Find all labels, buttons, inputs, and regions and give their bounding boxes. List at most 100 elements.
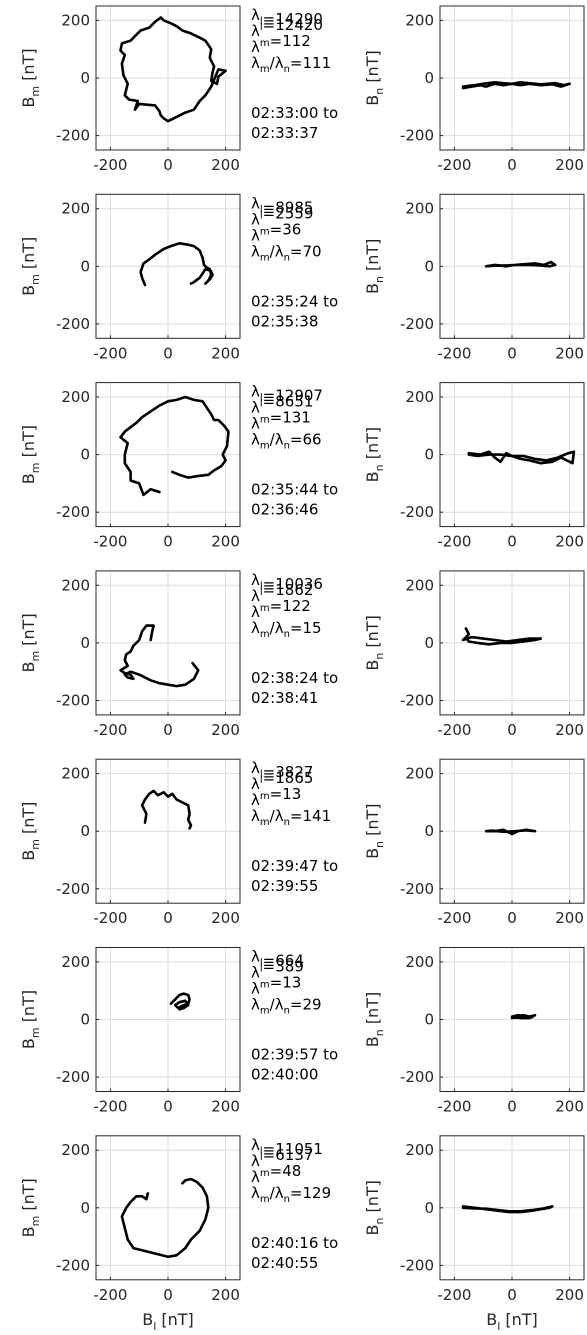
ln-plot-xtick-label: 200 bbox=[555, 721, 584, 739]
lm-plot-ytick-label: 200 bbox=[61, 388, 90, 406]
ln-plot-ytick-label: 0 bbox=[424, 1011, 434, 1029]
ln-plot-ytick-label: 0 bbox=[424, 1199, 434, 1217]
time-end-label: 02:36:46 bbox=[251, 501, 318, 519]
lambda-n-label: λm=13 bbox=[251, 785, 301, 809]
ln-plot-xtick-label: -200 bbox=[437, 344, 471, 362]
lambda-l-label: λl=10036 bbox=[251, 571, 323, 593]
lm-plot-trace bbox=[119, 395, 230, 497]
lm-plot-ylabel: Bm [nT] bbox=[19, 48, 42, 107]
lm-plot-ytick-label: 200 bbox=[61, 765, 90, 783]
lm-plot-trace bbox=[120, 1177, 210, 1259]
ln-plot-ytick-label: 0 bbox=[424, 822, 434, 840]
lm-plot-xtick-label: 200 bbox=[211, 1098, 240, 1116]
ln-plot-xtick-label: 200 bbox=[555, 533, 584, 551]
lm-plot-ytick-label: 0 bbox=[80, 1199, 90, 1217]
ln-plot-ytick-label: 200 bbox=[405, 200, 434, 218]
ln-plot-ytick-label: 0 bbox=[424, 69, 434, 87]
lm-plot-ytick-label: 200 bbox=[61, 200, 90, 218]
lm-plot-ylabel: Bm [nT] bbox=[19, 613, 42, 672]
time-start-label: 02:35:44 to bbox=[251, 481, 338, 499]
lm-plot-xtick-label: 200 bbox=[211, 721, 240, 739]
lm-plot-xtick-label: -200 bbox=[93, 1286, 127, 1304]
lm-plot-trace bbox=[119, 624, 200, 688]
lm-plot-trace bbox=[140, 789, 193, 830]
lambda-n-label: λm=112 bbox=[251, 32, 311, 56]
ln-plot-ytick-label: -200 bbox=[400, 1256, 434, 1274]
lm-plot-xtick-label: -200 bbox=[93, 721, 127, 739]
ln-plot-ytick-label: 200 bbox=[405, 576, 434, 594]
lambda-m-label: λl=2559 bbox=[251, 204, 313, 228]
lm-plot-xtick-label: 0 bbox=[163, 533, 173, 551]
lambda-l-label: λl=11051 bbox=[251, 1136, 323, 1158]
lambda-l-label: λl=3827 bbox=[251, 759, 313, 781]
lm-plot-ylabel: Bm [nT] bbox=[19, 990, 42, 1049]
lm-plot-ylabel: Bm [nT] bbox=[19, 425, 42, 484]
ln-plot-xtick-label: -200 bbox=[437, 533, 471, 551]
lambda-ratio-label: λm/λn=141 bbox=[251, 807, 331, 828]
ln-plot-trace bbox=[484, 260, 557, 268]
time-start-label: 02:35:24 to bbox=[251, 292, 338, 310]
lambda-m-label: λl=1862 bbox=[251, 581, 313, 605]
lm-plot-ytick-label: 0 bbox=[80, 1011, 90, 1029]
ln-plot-xtick-label: 200 bbox=[555, 156, 584, 174]
lm-plot-ylabel: Bm [nT] bbox=[19, 1178, 42, 1237]
lm-plot-xtick-label: 0 bbox=[163, 1098, 173, 1116]
ln-plot-xtick-label: -200 bbox=[437, 909, 471, 927]
lm-plot-xtick-label: -200 bbox=[93, 344, 127, 362]
lambda-m-label: λl=12420 bbox=[251, 16, 323, 40]
lm-plot-ytick-label: -200 bbox=[56, 692, 90, 710]
lm-plot-ytick-label: -200 bbox=[56, 127, 90, 145]
time-end-label: 02:38:41 bbox=[251, 689, 318, 707]
ln-plot-xtick-label: -200 bbox=[437, 721, 471, 739]
time-start-label: 02:33:00 to bbox=[251, 104, 338, 122]
ln-plot-ytick-label: 0 bbox=[424, 634, 434, 652]
ln-plot-xtick-label: 0 bbox=[507, 909, 517, 927]
ln-plot-ytick-label: 200 bbox=[405, 953, 434, 971]
lm-plot-xtick-label: -200 bbox=[93, 533, 127, 551]
time-start-label: 02:39:47 to bbox=[251, 857, 338, 875]
lm-plot-ytick-label: 0 bbox=[80, 257, 90, 275]
lm-plot-xtick-label: 0 bbox=[163, 1286, 173, 1304]
lm-plot-ytick-label: 0 bbox=[80, 446, 90, 464]
lm-plot-trace bbox=[169, 992, 191, 1011]
lm-plot-xtick-label: 200 bbox=[211, 344, 240, 362]
lambda-m-label: λl=1865 bbox=[251, 769, 313, 793]
lambda-m-label: λl=6137 bbox=[251, 1146, 313, 1170]
lm-plot-xtick-label: 200 bbox=[211, 1286, 240, 1304]
time-end-label: 02:35:38 bbox=[251, 312, 318, 330]
lm-plot-xlabel: Bl [nT] bbox=[142, 1310, 194, 1333]
ln-plot-ylabel: Bn [nT] bbox=[363, 992, 386, 1047]
lm-plot-ytick-label: 200 bbox=[61, 11, 90, 29]
ln-plot-ytick-label: 200 bbox=[405, 765, 434, 783]
ln-plot-xtick-label: 200 bbox=[555, 344, 584, 362]
lambda-n-label: λm=13 bbox=[251, 974, 301, 998]
ln-plot-ytick-label: -200 bbox=[400, 692, 434, 710]
ln-plot-trace bbox=[467, 450, 576, 465]
time-start-label: 02:40:16 to bbox=[251, 1234, 338, 1252]
lm-plot-xtick-label: 200 bbox=[211, 909, 240, 927]
lambda-l-label: λl=12907 bbox=[251, 383, 323, 405]
lm-plot-ytick-label: 200 bbox=[61, 953, 90, 971]
ln-plot-xtick-label: -200 bbox=[437, 1098, 471, 1116]
lm-plot-ylabel: Bm [nT] bbox=[19, 802, 42, 861]
ln-plot-trace bbox=[461, 81, 571, 90]
lm-plot-xtick-label: 0 bbox=[163, 156, 173, 174]
lm-plot-xtick-label: -200 bbox=[93, 156, 127, 174]
ln-plot-xtick-label: 0 bbox=[507, 1286, 517, 1304]
lm-plot-ytick-label: 0 bbox=[80, 69, 90, 87]
lm-plot-xtick-label: 0 bbox=[163, 721, 173, 739]
lm-plot-trace bbox=[139, 242, 214, 287]
lambda-m-label: λl=389 bbox=[251, 958, 304, 982]
time-start-label: 02:38:24 to bbox=[251, 669, 338, 687]
ln-plot-ylabel: Bn [nT] bbox=[363, 427, 386, 482]
lambda-m-label: λl=8651 bbox=[251, 393, 313, 417]
lm-plot-xtick-label: 200 bbox=[211, 533, 240, 551]
ln-plot-xlabel: Bl [nT] bbox=[486, 1310, 538, 1333]
lm-plot-xtick-label: -200 bbox=[93, 909, 127, 927]
lambda-n-label: λm=48 bbox=[251, 1162, 301, 1186]
ln-plot-ytick-label: 0 bbox=[424, 257, 434, 275]
